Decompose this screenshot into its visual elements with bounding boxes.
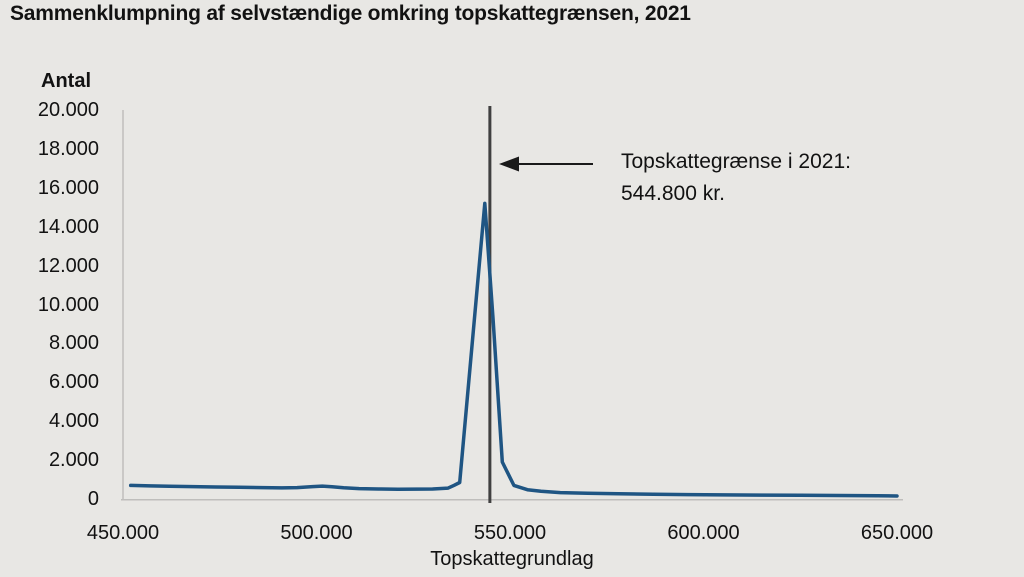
y-axis-tick-label: 2.000 <box>48 449 99 472</box>
y-axis-tick-label: 12.000 <box>37 254 99 277</box>
x-axis-tick-label: 500.000 <box>280 522 353 544</box>
x-axis-tick-label: 600.000 <box>667 522 740 544</box>
y-axis-tick-label: 16.000 <box>37 176 99 199</box>
x-axis-tick-label: 450.000 <box>86 522 160 544</box>
x-axis-tick-label: 550.000 <box>473 522 547 544</box>
y-axis-tick-label: 20.000 <box>37 99 99 121</box>
threshold-annotation: Topskattegrænse i 2021: 544.800 kr. <box>621 146 851 210</box>
threshold-annotation-line2: 544.800 kr. <box>621 182 725 205</box>
y-axis-tick-label: 10.000 <box>37 293 99 316</box>
y-axis-tick-label: 6.000 <box>48 371 99 394</box>
data-series-line <box>128 201 899 498</box>
y-axis-tick-label: 18.000 <box>37 137 99 160</box>
chart-title: Sammenklumpning af selvstændige omkring … <box>10 2 691 25</box>
x-axis-tick-label: 650.000 <box>860 522 934 544</box>
y-axis-tick-label: 0 <box>87 488 99 510</box>
y-axis-tick-label: 4.000 <box>48 410 99 433</box>
threshold-annotation-line1: Topskattegrænse i 2021: <box>621 150 851 173</box>
annotation-arrow-head-icon <box>499 156 519 172</box>
y-axis-title: Antal <box>41 70 91 92</box>
annotation-arrow <box>499 156 593 172</box>
y-axis-tick-label: 8.000 <box>48 332 99 355</box>
y-axis-tick-label: 14.000 <box>37 215 99 238</box>
x-axis-title: Topskattegrundlag <box>430 548 594 570</box>
